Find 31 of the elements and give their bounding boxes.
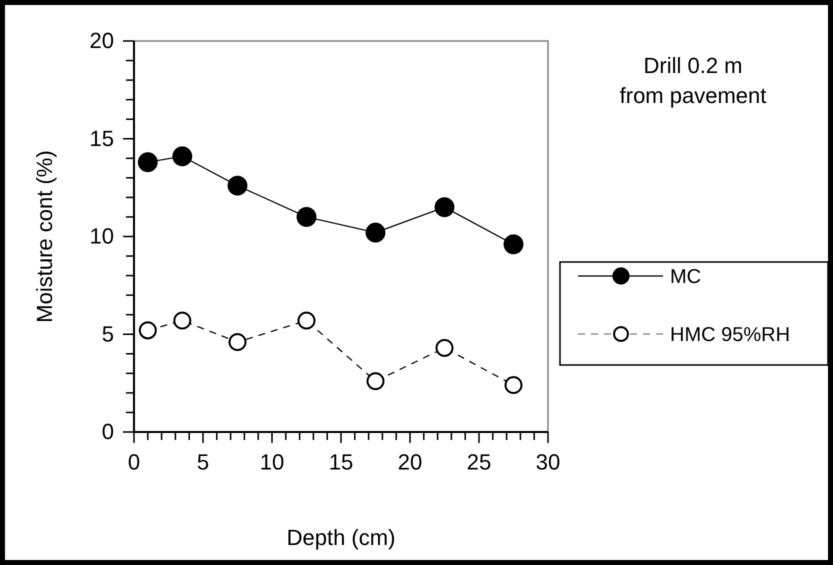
- x-tick-label: 0: [128, 450, 140, 475]
- y-tick-label: 10: [90, 224, 114, 249]
- x-tick-label: 5: [196, 450, 210, 475]
- x-tick-label: 25: [466, 450, 492, 475]
- x-axis-title: Depth (cm): [286, 525, 396, 550]
- point: [366, 372, 384, 390]
- point: [228, 176, 248, 196]
- x-tick-label: 30: [536, 450, 560, 475]
- point: [298, 312, 316, 330]
- point: [504, 376, 522, 394]
- x-tick-label: 10: [260, 450, 284, 475]
- y-tick-label: 15: [90, 126, 114, 151]
- x-tick-label: 15: [328, 450, 354, 475]
- legend-label: MC: [670, 266, 702, 288]
- point: [366, 222, 386, 242]
- point: [228, 333, 246, 352]
- y-axis-title: Moisture cont (%): [32, 150, 57, 323]
- point: [296, 207, 316, 227]
- point: [138, 321, 157, 340]
- y-tick-label: 0: [102, 419, 114, 444]
- point: [434, 197, 454, 218]
- text: Drill 0.2 m from pavement: [620, 53, 766, 108]
- legend-label: HMC 95%RH: [670, 324, 790, 346]
- x-tick-label: 20: [398, 450, 422, 475]
- point: [172, 146, 192, 166]
- point: [173, 312, 192, 330]
- point: [504, 234, 524, 254]
- y-tick-label: 20: [90, 28, 114, 54]
- y-tick-label: 5: [102, 321, 114, 346]
- point: [436, 338, 454, 357]
- point: [138, 152, 158, 172]
